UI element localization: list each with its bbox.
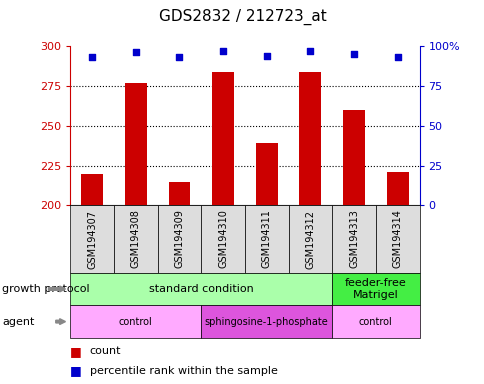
Text: GDS2832 / 212723_at: GDS2832 / 212723_at <box>158 9 326 25</box>
Text: growth protocol: growth protocol <box>2 284 90 294</box>
Text: GSM194307: GSM194307 <box>87 210 97 268</box>
Text: GSM194312: GSM194312 <box>305 210 315 268</box>
Bar <box>212 71 233 205</box>
Text: count: count <box>90 346 121 356</box>
Text: GSM194309: GSM194309 <box>174 210 184 268</box>
Point <box>262 53 270 59</box>
Text: GSM194310: GSM194310 <box>218 210 227 268</box>
Point <box>88 54 96 60</box>
Bar <box>81 174 103 205</box>
Text: agent: agent <box>2 316 35 327</box>
Bar <box>342 110 364 205</box>
Bar <box>255 143 277 205</box>
Text: GSM194308: GSM194308 <box>131 210 140 268</box>
Point <box>306 48 314 54</box>
Text: GSM194314: GSM194314 <box>392 210 402 268</box>
Text: control: control <box>358 316 392 327</box>
Bar <box>386 172 408 205</box>
Text: GSM194313: GSM194313 <box>348 210 358 268</box>
Text: standard condition: standard condition <box>149 284 253 294</box>
Point <box>393 54 401 60</box>
Bar <box>168 182 190 205</box>
Text: GSM194311: GSM194311 <box>261 210 271 268</box>
Point <box>219 48 227 54</box>
Text: feeder-free
Matrigel: feeder-free Matrigel <box>344 278 406 300</box>
Text: ■: ■ <box>70 345 82 358</box>
Text: sphingosine-1-phosphate: sphingosine-1-phosphate <box>204 316 328 327</box>
Bar <box>299 71 320 205</box>
Text: ■: ■ <box>70 364 82 377</box>
Text: control: control <box>119 316 152 327</box>
Point <box>349 51 357 57</box>
Point <box>132 50 139 56</box>
Text: percentile rank within the sample: percentile rank within the sample <box>90 366 277 376</box>
Bar <box>124 83 146 205</box>
Point <box>175 54 183 60</box>
